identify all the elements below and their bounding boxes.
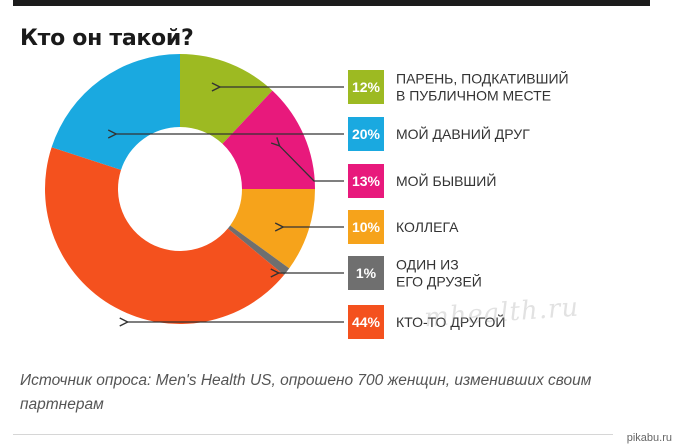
site-tag: pikabu.ru xyxy=(626,432,672,444)
legend-label: ЕГО ДРУЗЕЙ xyxy=(396,273,482,290)
pie-slice xyxy=(51,54,181,170)
legend-percent: 20% xyxy=(352,126,381,142)
pie-slice xyxy=(230,189,315,269)
legend-percent: 1% xyxy=(356,265,377,281)
legend-percent: 13% xyxy=(352,173,381,189)
legend-percent: 12% xyxy=(352,79,381,95)
pie-slice xyxy=(227,225,290,276)
legend-label: КТО-ТО ДРУГОЙ xyxy=(396,313,505,330)
legend-swatch xyxy=(348,117,384,151)
pie-slice xyxy=(222,90,315,189)
legend-percent: 10% xyxy=(352,219,381,235)
legend-label: МОЙ БЫВШИЙ xyxy=(396,172,496,189)
legend-label: ПАРЕНЬ, ПОДКАТИВШИЙ xyxy=(396,70,569,87)
legend-swatch xyxy=(348,164,384,198)
legend-label: В ПУБЛИЧНОМ МЕСТЕ xyxy=(396,88,551,104)
source-note: Источник опроса: Men's Health US, опроше… xyxy=(20,372,592,413)
pie-slice xyxy=(44,147,285,325)
legend-percent: 44% xyxy=(352,314,381,330)
legend-entry: 13% МОЙ БЫВШИЙ xyxy=(348,164,496,198)
top-bar xyxy=(13,0,650,6)
chart-title: Кто он такой? xyxy=(20,26,194,51)
legend-label: ОДИН ИЗ xyxy=(396,257,459,273)
legend-entry: 20% МОЙ ДАВНИЙ ДРУГ xyxy=(348,117,530,151)
legend-swatch xyxy=(348,305,384,339)
legend-swatch xyxy=(348,256,384,290)
legend-entry: 10% КОЛЛЕГА xyxy=(348,210,459,244)
legend-label: МОЙ ДАВНИЙ ДРУГ xyxy=(396,125,530,142)
bottom-divider xyxy=(13,434,613,435)
legend-label: КОЛЛЕГА xyxy=(396,219,459,235)
legend-swatch xyxy=(348,70,384,104)
pie-slice xyxy=(180,54,273,144)
legend-swatch xyxy=(348,210,384,244)
leader-arrow xyxy=(280,146,344,182)
legend-entry: 44% КТО-ТО ДРУГОЙ xyxy=(348,305,505,339)
